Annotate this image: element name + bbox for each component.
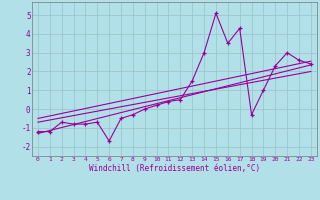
X-axis label: Windchill (Refroidissement éolien,°C): Windchill (Refroidissement éolien,°C) — [89, 164, 260, 173]
